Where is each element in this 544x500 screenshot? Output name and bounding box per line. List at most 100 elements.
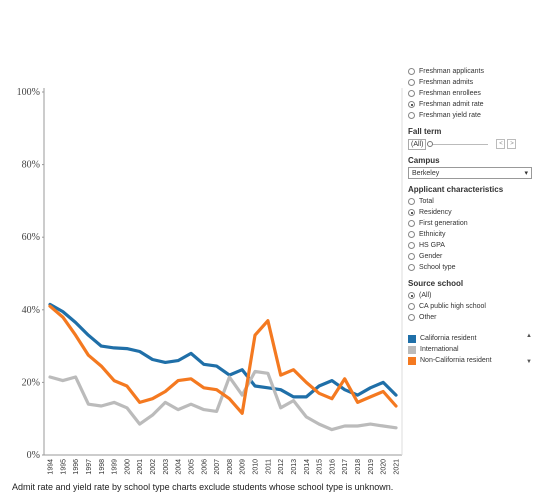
fall-term-slider-track[interactable] <box>427 140 489 147</box>
radio-icon[interactable] <box>408 68 415 75</box>
x-axis: 1994 1995 1996 1997 1998 1999 2000 2001 2002 2003… <box>48 459 401 475</box>
source-school-option[interactable]: (All) <box>408 290 538 301</box>
x-tick-label: 1999 <box>112 459 119 475</box>
y-tick-label: 60% <box>22 232 40 243</box>
applicant-characteristic-option[interactable]: Residency <box>408 207 538 218</box>
radio-icon[interactable] <box>408 79 415 86</box>
applicant-characteristic-option[interactable]: Total <box>408 196 538 207</box>
radio-selected-icon[interactable] <box>408 292 415 299</box>
legend-label: California resident <box>420 335 477 342</box>
x-tick-label: 2019 <box>368 459 375 475</box>
x-tick-label: 2007 <box>214 459 221 475</box>
measure-option-label: Freshman applicants <box>419 68 484 75</box>
legend-swatch <box>408 345 416 354</box>
x-tick-label: 2017 <box>342 459 349 475</box>
x-tick-label: 2011 <box>265 459 272 474</box>
scroll-down-icon[interactable]: ▼ <box>526 359 532 365</box>
x-tick-label: 2018 <box>355 459 362 475</box>
applicant-characteristic-option-label: Residency <box>419 209 452 216</box>
radio-icon[interactable] <box>408 303 415 310</box>
radio-icon[interactable] <box>408 264 415 271</box>
legend-item[interactable]: International <box>408 344 534 355</box>
source-school-option-label: (All) <box>419 292 432 299</box>
fall-term-prev-button[interactable]: < <box>496 139 506 149</box>
radio-selected-icon[interactable] <box>408 101 415 108</box>
measure-radio-group: Freshman applicants Freshman admits Freshm… <box>408 66 538 121</box>
x-tick-label: 1998 <box>99 459 106 475</box>
x-tick-label: 2002 <box>150 459 157 475</box>
x-tick-label: 2010 <box>253 459 260 475</box>
measure-option[interactable]: Freshman applicants <box>408 66 538 77</box>
fall-term-slider-handle[interactable] <box>427 140 434 147</box>
x-tick-label: 2008 <box>227 459 234 475</box>
x-tick-label: 1994 <box>48 459 55 475</box>
x-tick-label: 2009 <box>240 459 247 475</box>
source-school-option-label: Other <box>419 314 437 321</box>
radio-icon[interactable] <box>408 112 415 119</box>
source-school-title: Source school <box>408 279 464 288</box>
applicant-characteristic-option-label: HS GPA <box>419 242 445 249</box>
measure-option[interactable]: Freshman enrollees <box>408 88 538 99</box>
y-tick-label: 80% <box>22 160 40 171</box>
x-tick-label: 2020 <box>381 459 388 475</box>
y-tick-label: 40% <box>22 305 40 316</box>
applicant-characteristic-option-label: Gender <box>419 253 443 260</box>
line-chart: 0%20%40%60%80%100% 1994 1995 1996 1997 1998 1… <box>17 87 403 475</box>
campus-value: Berkeley <box>412 169 440 177</box>
campus-dropdown[interactable]: Berkeley ▾ <box>408 167 532 179</box>
source-school-option[interactable]: Other <box>408 312 538 323</box>
legend-label: Non-California resident <box>420 357 492 364</box>
radio-selected-icon[interactable] <box>408 209 415 216</box>
applicant-characteristic-option-label: First generation <box>419 220 468 227</box>
series-lines <box>48 302 398 432</box>
measure-option[interactable]: Freshman admit rate <box>408 99 538 110</box>
y-tick-label: 20% <box>22 377 40 388</box>
x-tick-label: 2015 <box>317 459 324 475</box>
applicant-characteristic-option-label: Ethnicity <box>419 231 446 238</box>
legend-item[interactable]: California resident <box>408 333 534 344</box>
x-tick-label: 2016 <box>329 459 336 475</box>
measure-option-label: Freshman yield rate <box>419 112 481 119</box>
series-line <box>48 304 398 415</box>
campus-title: Campus <box>408 156 440 165</box>
fall-term-value[interactable]: (All) <box>408 138 427 150</box>
radio-icon[interactable] <box>408 242 415 249</box>
radio-icon[interactable] <box>408 198 415 205</box>
radio-icon[interactable] <box>408 220 415 227</box>
plot-frame <box>43 88 403 456</box>
filter-panel: Freshman applicants Freshman admits Freshm… <box>408 66 538 366</box>
x-tick-label: 1996 <box>73 459 80 475</box>
x-tick-label: 2012 <box>278 459 285 475</box>
y-tick-label: 100% <box>17 87 40 98</box>
fall-term-next-button[interactable]: > <box>507 139 517 149</box>
applicant-characteristic-option[interactable]: HS GPA <box>408 240 538 251</box>
measure-option[interactable]: Freshman admits <box>408 77 538 88</box>
y-tick-label: 0% <box>27 450 40 461</box>
legend-items: California resident International Non-Cali… <box>408 333 534 366</box>
radio-icon[interactable] <box>408 90 415 97</box>
legend-scrollbar[interactable]: ▲ ▼ <box>526 333 532 367</box>
applicant-characteristic-option[interactable]: Gender <box>408 251 538 262</box>
source-school-radio-group: (All) CA public high school Other <box>408 290 538 323</box>
chevron-down-icon: ▾ <box>524 170 528 177</box>
source-school-option-label: CA public high school <box>419 303 486 310</box>
applicant-characteristic-option[interactable]: First generation <box>408 218 538 229</box>
x-tick-label: 2003 <box>163 459 170 475</box>
fall-term-title: Fall term <box>408 127 442 136</box>
x-tick-label: 2004 <box>176 459 183 475</box>
x-tick-label: 2021 <box>394 459 401 475</box>
radio-icon[interactable] <box>408 253 415 260</box>
measure-option[interactable]: Freshman yield rate <box>408 110 538 121</box>
radio-icon[interactable] <box>408 314 415 321</box>
applicant-characteristic-option[interactable]: School type <box>408 262 538 273</box>
legend-label: International <box>420 346 459 353</box>
applicant-characteristic-option-label: School type <box>419 264 456 271</box>
scroll-up-icon[interactable]: ▲ <box>526 333 532 339</box>
x-tick-label: 1995 <box>60 459 67 475</box>
applicant-characteristic-option[interactable]: Ethnicity <box>408 229 538 240</box>
radio-icon[interactable] <box>408 231 415 238</box>
legend-item[interactable]: Non-California resident <box>408 355 534 366</box>
legend: California resident International Non-Cali… <box>408 333 534 366</box>
source-school-option[interactable]: CA public high school <box>408 301 538 312</box>
legend-swatch <box>408 356 416 365</box>
